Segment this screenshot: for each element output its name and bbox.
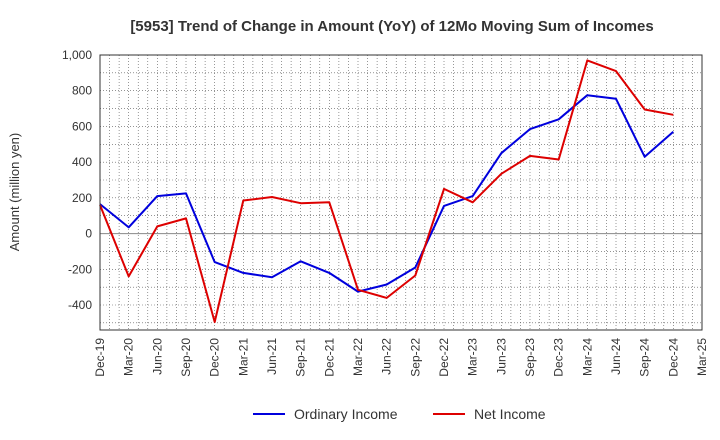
plot-frame	[99, 54, 703, 331]
series-line-net-income	[99, 59, 674, 323]
x-tick-label: Jun-21	[265, 338, 279, 375]
series-lines	[99, 59, 674, 323]
x-tick-label: Dec-19	[93, 338, 107, 377]
x-tick-label: Mar-25	[695, 338, 709, 376]
x-tick-label: Jun-23	[494, 338, 508, 375]
x-tick-label: Jun-20	[150, 338, 164, 375]
y-tick-label: 200	[72, 191, 92, 205]
x-tick-label: Sep-24	[638, 338, 652, 377]
chart-title: [5953] Trend of Change in Amount (YoY) o…	[130, 18, 653, 35]
series-line-ordinary-income	[99, 94, 674, 293]
y-tick-label: 800	[72, 84, 92, 98]
legend-label-ordinary-income: Ordinary Income	[294, 406, 398, 422]
x-tick-label: Dec-20	[208, 338, 222, 377]
legend-label-net-income: Net Income	[474, 406, 546, 422]
y-tick-label: 1,000	[62, 48, 92, 62]
x-tick-label: Mar-22	[351, 338, 365, 376]
x-tick-label: Jun-24	[609, 338, 623, 375]
x-tick-label: Mar-23	[466, 338, 480, 376]
x-tick-label: Sep-21	[294, 338, 308, 377]
x-tick-label: Dec-24	[666, 338, 680, 377]
grid	[100, 55, 702, 330]
y-tick-label: -200	[68, 262, 92, 276]
x-tick-label: Mar-21	[236, 338, 250, 376]
x-tick-label: Dec-23	[552, 338, 566, 377]
x-tick-label: Sep-22	[408, 338, 422, 377]
x-tick-label: Dec-21	[322, 338, 336, 377]
x-tick-label: Sep-23	[523, 338, 537, 377]
x-tick-label: Mar-20	[122, 338, 136, 376]
x-tick-label: Sep-20	[179, 338, 193, 377]
x-tick-label: Jun-22	[380, 338, 394, 375]
y-tick-label: 0	[85, 227, 92, 241]
x-tick-label: Dec-22	[437, 338, 451, 377]
y-tick-label: 400	[72, 155, 92, 169]
y-tick-label: 600	[72, 119, 92, 133]
x-tick-label: Mar-24	[580, 338, 594, 376]
y-tick-label: -400	[68, 298, 92, 312]
y-tick-labels: -400 -200 0 200 400 600 800 1,000	[62, 48, 92, 312]
legend: Ordinary Income Net Income	[253, 406, 546, 422]
y-axis-label: Amount (million yen)	[7, 133, 22, 252]
x-tick-labels: Dec-19 Mar-20 Jun-20 Sep-20 Dec-20 Mar-21 Jun-…	[93, 338, 709, 377]
